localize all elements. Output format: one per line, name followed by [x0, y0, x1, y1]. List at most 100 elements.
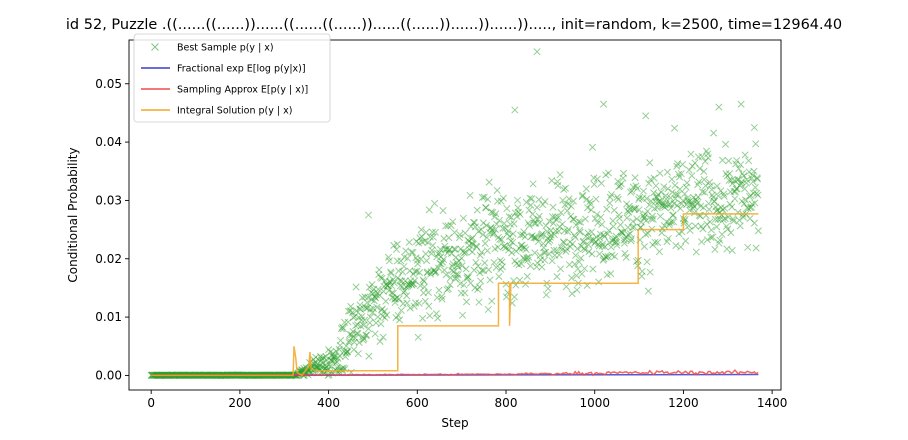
scatter-point	[708, 186, 716, 194]
scatter-point	[502, 293, 511, 301]
scatter-point	[663, 168, 672, 176]
scatter-point	[460, 281, 468, 289]
series-line	[151, 213, 759, 377]
scatter-point	[580, 237, 588, 245]
scatter-point	[671, 181, 679, 189]
scatter-point	[492, 210, 500, 218]
scatter-point	[709, 233, 717, 241]
legend: Best Sample p(y | x) Fractional exp E[log…	[133, 33, 331, 123]
scatter-point	[523, 272, 531, 280]
legend-label: Integral Solution p(y | x)	[177, 106, 292, 117]
scatter-point	[560, 239, 568, 247]
scatter-point	[637, 218, 645, 226]
scatter-point	[564, 228, 572, 236]
scatter-point	[639, 187, 648, 195]
scatter-point	[400, 262, 408, 271]
scatter-point	[407, 248, 416, 256]
scatter-point	[364, 325, 373, 333]
scatter-point	[650, 174, 658, 182]
scatter-point	[576, 218, 585, 226]
scatter-point	[462, 248, 470, 256]
scatter-point	[650, 189, 658, 197]
scatter-point	[468, 240, 476, 248]
scatter-point	[655, 248, 664, 256]
scatter-point	[613, 241, 621, 249]
scatter-point	[587, 236, 595, 245]
scatter-point	[481, 239, 489, 247]
scatter-point	[754, 191, 762, 199]
scatter-point	[429, 241, 437, 250]
scatter-point	[432, 310, 440, 318]
scatter-point	[498, 263, 507, 271]
scatter-point	[615, 214, 624, 222]
scatter-point	[337, 325, 346, 333]
scatter-point	[582, 185, 590, 193]
scatter-point	[355, 338, 363, 347]
scatter-point	[751, 183, 759, 192]
scatter-point	[661, 203, 669, 211]
scatter-point	[469, 234, 477, 242]
scatter-point	[538, 263, 546, 271]
scatter-point	[629, 217, 637, 225]
scatter-point	[371, 330, 379, 338]
scatter-point	[752, 244, 760, 252]
scatter-point	[573, 245, 581, 253]
scatter-point	[557, 265, 565, 273]
scatter-point	[707, 226, 715, 234]
scatter-point	[347, 302, 355, 310]
scatter-point	[555, 227, 563, 235]
scatter-point	[502, 244, 510, 252]
scatter-point	[659, 200, 667, 208]
scatter-point	[568, 274, 576, 282]
scatter-point	[541, 248, 550, 256]
scatter-point	[676, 204, 684, 213]
scatter-point	[720, 192, 728, 200]
scatter-point	[740, 200, 748, 208]
scatter-point	[624, 231, 632, 239]
scatter-point	[516, 210, 524, 218]
scatter-point	[720, 190, 728, 198]
scatter-point	[750, 167, 758, 175]
scatter-point	[553, 273, 561, 281]
scatter-point	[559, 196, 567, 204]
scatter-point	[445, 234, 453, 242]
scatter-point	[320, 354, 328, 362]
scatter-point	[607, 270, 615, 278]
scatter-point	[554, 182, 562, 190]
scatter-point	[344, 318, 352, 326]
scatter-point	[631, 174, 639, 182]
scatter-point	[698, 188, 707, 196]
legend-entries: Best Sample p(y | x) Fractional exp E[log…	[141, 43, 308, 117]
scatter-point	[617, 180, 625, 188]
scatter-point	[724, 213, 732, 221]
scatter-point	[674, 191, 682, 199]
scatter-point	[572, 251, 580, 260]
scatter-point	[641, 213, 649, 221]
scatter-point	[568, 290, 576, 298]
scatter-point	[609, 217, 617, 225]
scatter-point	[330, 353, 338, 361]
scatter-point	[399, 268, 407, 276]
scatter-point	[633, 184, 641, 193]
scatter-point	[422, 228, 430, 236]
scatter-point	[725, 157, 733, 165]
scatter-point	[565, 195, 573, 203]
y-tick-label: 0.01	[95, 310, 122, 324]
scatter-point	[478, 248, 486, 256]
scatter-layer	[147, 48, 762, 379]
scatter-point	[420, 277, 428, 285]
scatter-point	[569, 197, 577, 205]
scatter-point	[578, 270, 586, 278]
scatter-point	[364, 293, 372, 301]
scatter-point	[586, 200, 594, 208]
scatter-point	[581, 215, 589, 223]
scatter-point	[682, 183, 690, 191]
scatter-point	[549, 213, 557, 221]
scatter-point	[360, 316, 369, 324]
scatter-point	[740, 172, 748, 180]
scatter-point	[429, 233, 437, 241]
x-tick-label: 1000	[579, 396, 610, 410]
scatter-point	[621, 249, 629, 258]
scatter-point	[654, 238, 662, 247]
scatter-point	[670, 199, 678, 208]
